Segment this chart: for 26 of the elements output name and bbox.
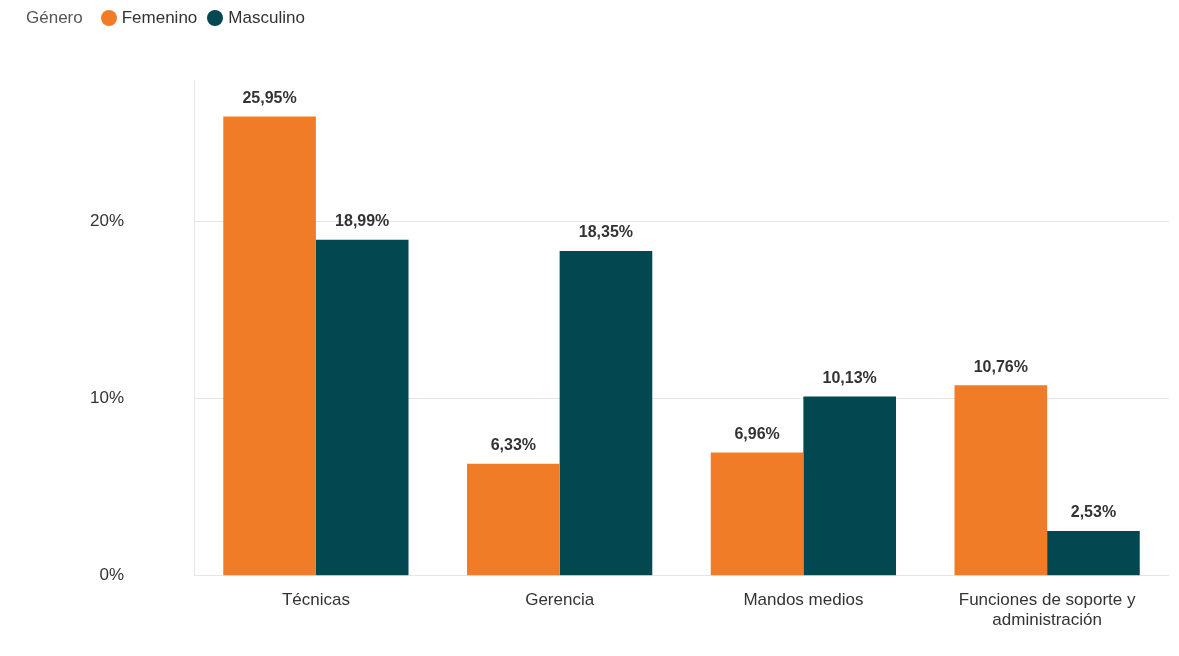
data-label: 10,76%: [973, 357, 1028, 375]
x-tick-label: Funciones de soporte y administración: [958, 589, 1136, 630]
y-tick-label: 20%: [89, 211, 125, 231]
bar: [803, 396, 897, 576]
bar: [315, 239, 409, 576]
y-tick-label: 0%: [99, 565, 125, 585]
data-label: 18,35%: [578, 223, 634, 241]
bar: [223, 116, 316, 576]
bar: [559, 251, 653, 576]
bar: [954, 385, 1048, 576]
data-label: 6,33%: [490, 436, 537, 454]
data-label: 10,13%: [822, 368, 877, 386]
legend-label: Femenino: [121, 8, 198, 28]
data-label: 6,96%: [734, 425, 780, 443]
data-label: 25,95%: [242, 88, 297, 106]
legend-title: Género: [26, 8, 83, 28]
bar: [467, 463, 560, 576]
x-tick-label: Gerencia: [525, 589, 595, 609]
data-label: 18,99%: [335, 212, 390, 230]
x-tick-label: Técnicas: [281, 589, 350, 609]
y-tick-label: 10%: [89, 388, 125, 408]
x-tick-label: Mandos medios: [743, 589, 864, 609]
data-label: 2,53%: [1070, 503, 1117, 521]
legend-label: Masculino: [228, 8, 305, 28]
bar: [1047, 531, 1140, 576]
bar: [710, 452, 804, 576]
